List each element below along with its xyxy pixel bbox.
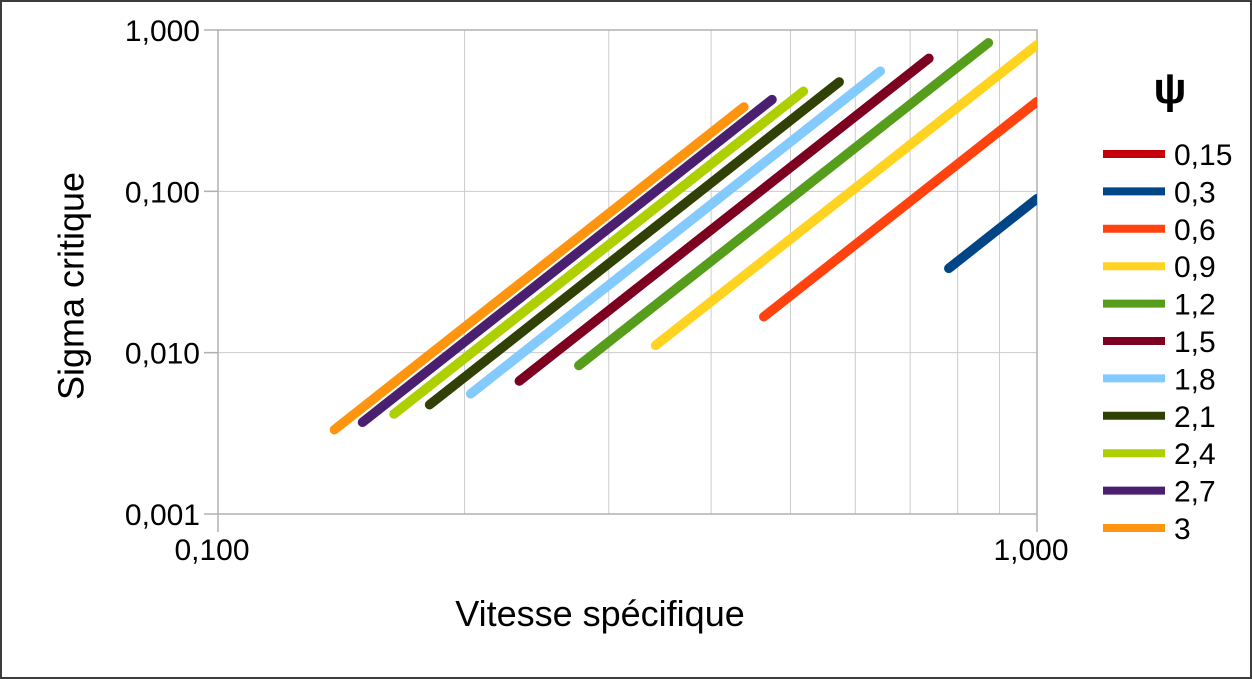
- series-line-psi-0,6: [759, 96, 1037, 322]
- legend-item-psi-0,3: 0,3: [1103, 176, 1216, 209]
- legend-item-psi-0,6: 0,6: [1103, 214, 1216, 247]
- series-line-psi-2,4: [389, 86, 809, 419]
- series-line-psi-2,7: [357, 94, 777, 428]
- legend-label: 0,6: [1174, 214, 1216, 247]
- legend-item-psi-1,5: 1,5: [1103, 326, 1216, 359]
- legend: 0,15 0,3 0,6 0,9 1,2 1,5 1,8 2,1 2,4 2,7 3: [1103, 139, 1232, 546]
- y-tick-label: 1,000: [125, 15, 200, 48]
- y-tick-label: 0,010: [125, 338, 200, 371]
- legend-item-psi-0,9: 0,9: [1103, 251, 1216, 284]
- legend-label: 2,4: [1174, 438, 1216, 471]
- y-axis-title: Sigma critique: [51, 172, 92, 400]
- legend-item-psi-3: 3: [1103, 513, 1191, 546]
- axis-ticks: [204, 29, 1038, 532]
- legend-title: ψ: [1153, 64, 1186, 113]
- legend-label: 0,3: [1174, 176, 1216, 209]
- legend-label: 2,1: [1174, 401, 1216, 434]
- legend-item-psi-2,7: 2,7: [1103, 476, 1216, 509]
- legend-label: 1,8: [1174, 363, 1216, 396]
- legend-item-psi-0,15: 0,15: [1103, 139, 1232, 172]
- legend-label: 0,15: [1174, 139, 1232, 172]
- legend-item-psi-1,2: 1,2: [1103, 289, 1216, 322]
- x-tick-label: 0,100: [174, 534, 249, 567]
- series-lines: [329, 38, 1037, 435]
- y-tick-label: 0,100: [125, 176, 200, 209]
- legend-item-psi-1,8: 1,8: [1103, 363, 1216, 396]
- legend-label: 1,5: [1174, 326, 1216, 359]
- legend-label: 1,2: [1174, 289, 1216, 322]
- legend-label: 2,7: [1174, 476, 1216, 509]
- legend-item-psi-2,1: 2,1: [1103, 401, 1216, 434]
- legend-label: 0,9: [1174, 251, 1216, 284]
- series-line-psi-1,2: [574, 38, 994, 371]
- series-line-psi-0,9: [650, 40, 1037, 351]
- series-line-psi-1,5: [514, 53, 934, 386]
- y-axis-tick-labels: 1,000 0,100 0,010 0,001: [125, 15, 200, 532]
- x-axis-tick-labels: 0,100 1,000: [174, 534, 1068, 567]
- x-tick-label: 1,000: [993, 534, 1068, 567]
- x-axis-title: Vitesse spécifique: [455, 593, 745, 634]
- series-line-psi-2,1: [424, 77, 844, 410]
- y-tick-label: 0,001: [125, 499, 200, 532]
- legend-label: 3: [1174, 513, 1191, 546]
- series-line-psi-3: [329, 102, 749, 435]
- series-line-psi-0,3: [944, 193, 1037, 274]
- legend-item-psi-2,4: 2,4: [1103, 438, 1216, 471]
- series-line-psi-1,8: [465, 66, 886, 399]
- plot-area-border: [217, 29, 1038, 515]
